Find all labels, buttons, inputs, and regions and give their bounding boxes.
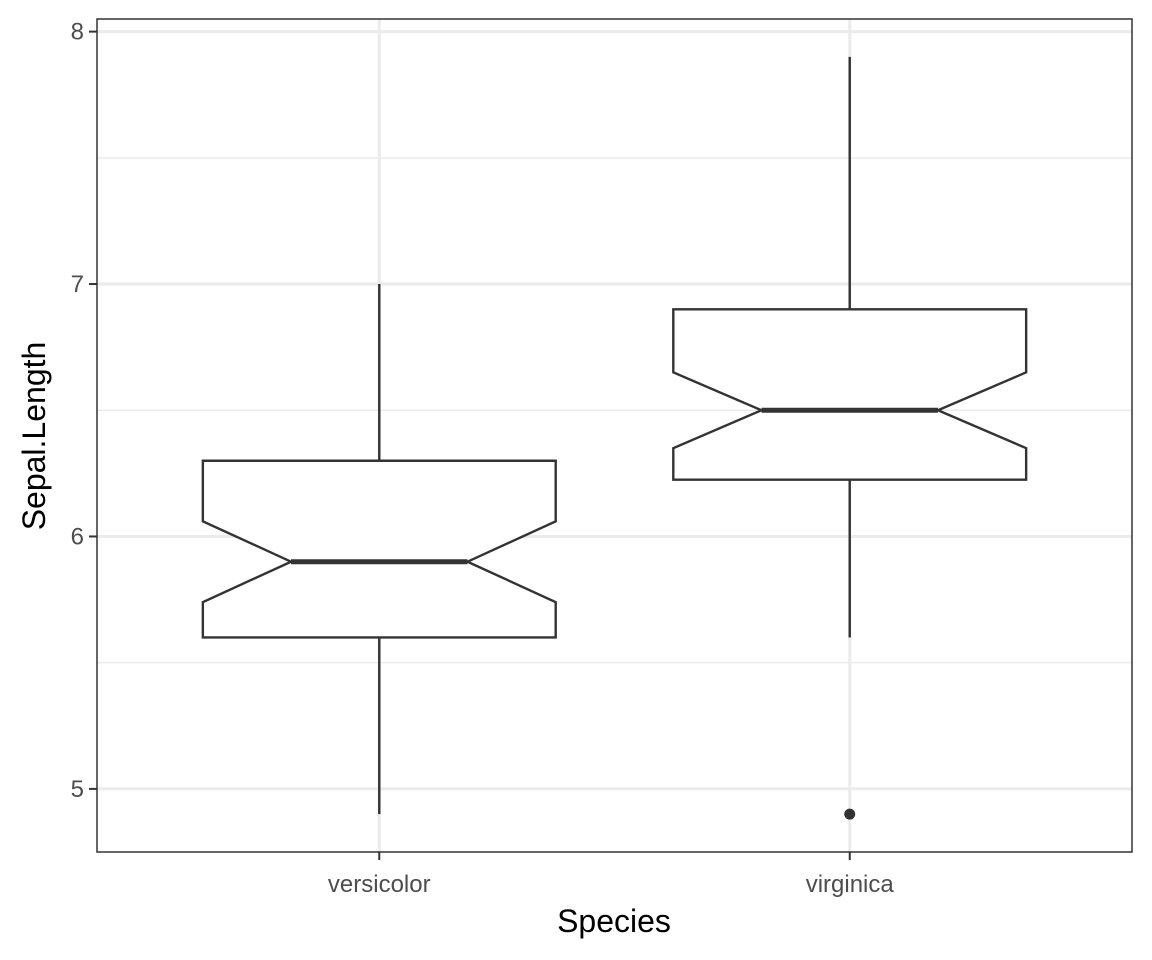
panel-border bbox=[96, 18, 1133, 853]
y-axis-title: Sepal.Length bbox=[16, 342, 52, 531]
outlier-point bbox=[844, 808, 856, 820]
box-body bbox=[672, 308, 1028, 481]
x-tick-label: versicolor bbox=[328, 871, 431, 898]
x-axis-title: Species bbox=[557, 903, 671, 939]
x-tick-label: virginica bbox=[806, 871, 895, 898]
box-group-versicolor bbox=[201, 284, 557, 815]
y-tick-label: 5 bbox=[71, 776, 84, 803]
box-group-virginica bbox=[672, 56, 1028, 820]
y-tick-label: 8 bbox=[71, 19, 84, 46]
y-tick-label: 6 bbox=[71, 523, 84, 550]
box-body bbox=[201, 459, 557, 639]
axis-layer: 5 6 7 8 versicolor virginica bbox=[71, 19, 895, 898]
box-layer bbox=[201, 56, 1028, 820]
y-tick-label: 7 bbox=[71, 271, 84, 298]
